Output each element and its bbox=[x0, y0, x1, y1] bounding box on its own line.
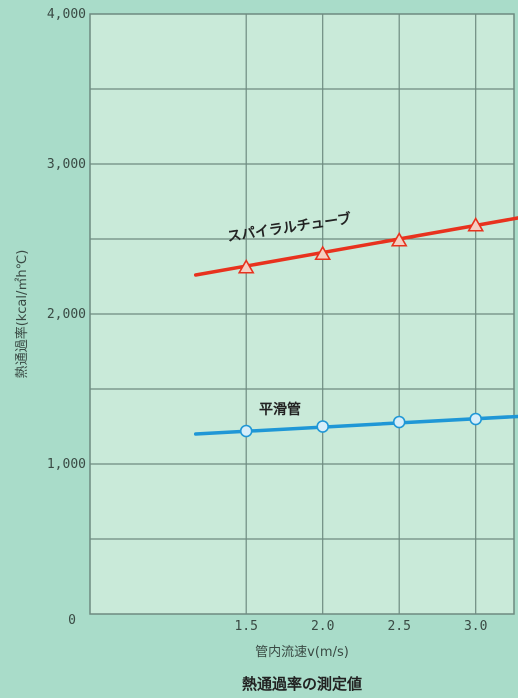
data-point-triangle bbox=[314, 245, 332, 261]
data-point-circle bbox=[316, 420, 330, 433]
y-axis-label: 熱通過率(kcal/㎡h℃) bbox=[14, 250, 30, 379]
grid bbox=[90, 14, 514, 614]
data-point-triangle bbox=[390, 231, 408, 247]
data-point-triangle bbox=[237, 258, 255, 274]
y-tick-label: 3,000 bbox=[47, 157, 86, 172]
data-point-circle bbox=[469, 412, 483, 426]
series-smooth-tube: 平滑管 bbox=[193, 401, 518, 438]
x-axis-label: 管内流速v(m/s) bbox=[255, 644, 349, 660]
data-point-triangle bbox=[467, 216, 485, 232]
data-point-circle bbox=[392, 415, 406, 429]
x-tick-label: 2.5 bbox=[387, 619, 410, 634]
x-tick-label: 1.5 bbox=[234, 619, 257, 634]
x-axis-ticks: 1.52.02.53.03.5 bbox=[234, 619, 487, 634]
chart-title: 熱通過率の測定値 bbox=[242, 675, 362, 693]
y-tick-label: 2,000 bbox=[47, 307, 86, 322]
data-point-circle bbox=[239, 424, 253, 438]
y-axis-ticks: 0 1,000 2,000 3,000 4,000 bbox=[47, 7, 86, 628]
x-tick-label: 2.0 bbox=[311, 619, 334, 634]
y-tick-label: 1,000 bbox=[47, 457, 86, 472]
y-tick-label: 4,000 bbox=[47, 7, 86, 22]
y-tick-label: 0 bbox=[68, 613, 76, 628]
x-tick-label: 3.0 bbox=[464, 619, 487, 634]
series-label: 平滑管 bbox=[259, 401, 301, 418]
